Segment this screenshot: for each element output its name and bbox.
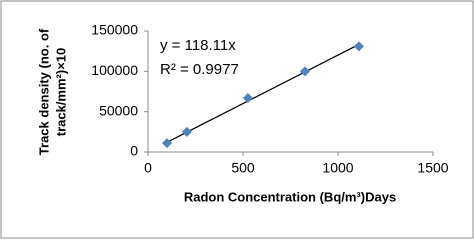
y-tick-label: 100000 [91,62,138,78]
x-tick-label: 1500 [417,160,448,176]
data-point [353,41,364,52]
y-tick-label: 50000 [99,102,138,118]
y-axis-label: track/mm²)×10 [53,48,68,137]
equation: y = 118.11x [160,37,236,54]
y-tick-label: 0 [130,143,138,159]
x-tick-label: 0 [144,160,152,176]
y-tick-label: 150000 [91,22,138,38]
data-point [162,138,172,149]
data-point [299,66,310,77]
data-point [242,92,253,103]
x-tick-label: 1000 [322,160,353,176]
x-axis-label: Radon Concentration (Bq/m³)Days [184,189,396,204]
data-point [181,126,192,137]
y-axis-label: Track density (no. of [36,28,51,155]
r-squared: R² = 0.9977 [160,61,239,78]
trendline [166,43,360,143]
x-tick-label: 500 [231,160,255,176]
